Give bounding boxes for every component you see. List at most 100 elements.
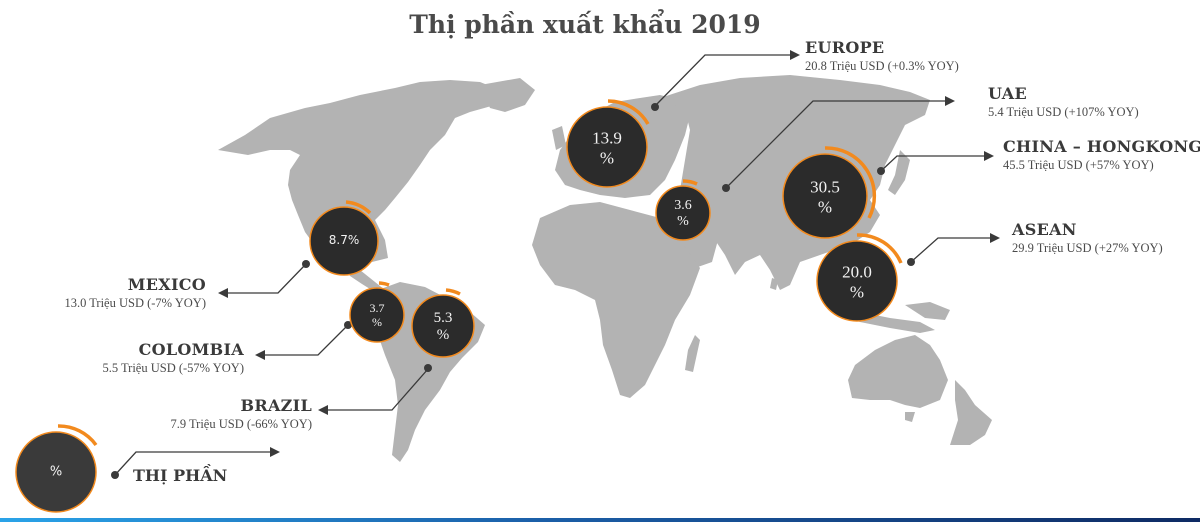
sri-lanka-shape: [770, 278, 778, 290]
uae-name: UAE: [988, 84, 1027, 103]
asean-bubble: [816, 240, 898, 322]
madagascar-shape: [685, 335, 700, 372]
uae-value: 5.4 Triệu USD (+107% YOY): [988, 105, 1139, 119]
greenland-shape: [480, 78, 535, 112]
legend-leader: [114, 451, 270, 476]
china-share-value: 30.5: [810, 177, 840, 197]
colombia-share-value: 3.7: [369, 301, 385, 316]
uae-dot: [722, 184, 730, 192]
europe-arrow: [790, 50, 800, 60]
brazil-bubble: [411, 294, 475, 358]
new-zealand-shape: [950, 380, 992, 445]
australia-shape: [848, 335, 948, 408]
europe-dot: [651, 103, 659, 111]
page-title: Thị phần xuất khẩu 2019: [409, 10, 761, 39]
legend-label: THỊ PHẦN: [133, 466, 228, 485]
china-bubble: [782, 153, 868, 239]
colombia-ring-arc: [378, 281, 390, 287]
brazil-share: 5.3 %: [434, 310, 453, 345]
europe-label: EUROPE 20.8 Triệu USD (+0.3% YOY): [805, 38, 959, 74]
uae-share: 3.6 %: [674, 198, 692, 230]
colombia-arrow: [255, 350, 265, 360]
uae-bubble: [655, 185, 711, 241]
china-label: CHINA – HONGKONG 45.5 Triệu USD (+57% YO…: [1003, 137, 1200, 173]
north-america-shape: [218, 80, 500, 268]
legend-dot: [111, 471, 119, 479]
japan-shape: [888, 150, 910, 195]
brazil-leader: [328, 368, 429, 411]
legend-bubble: [15, 431, 97, 513]
china-dot: [877, 167, 885, 175]
mexico-dot: [302, 260, 310, 268]
mexico-arrow: [218, 288, 228, 298]
uae-label: UAE 5.4 Triệu USD (+107% YOY): [988, 84, 1139, 120]
legend-symbol: %: [49, 464, 63, 480]
china-name: CHINA – HONGKONG: [1003, 137, 1200, 156]
asean-share: 20.0 %: [842, 262, 872, 301]
colombia-dot: [344, 321, 352, 329]
mexico-share: 8.7%: [328, 233, 360, 248]
europe-leader: [654, 54, 790, 107]
asean-ring-arc: [856, 233, 903, 264]
brazil-share-unit: %: [436, 327, 450, 343]
europe-value: 20.8 Triệu USD (+0.3% YOY): [805, 59, 959, 73]
asean-value: 29.9 Triệu USD (+27% YOY): [1012, 241, 1163, 255]
europe-bubble: [566, 106, 648, 188]
legend-arrow: [270, 447, 280, 457]
asean-share-unit: %: [849, 282, 865, 301]
uae-share-unit: %: [677, 214, 689, 229]
europe-share: 13.9 %: [592, 128, 622, 167]
colombia-name: COLOMBIA: [138, 340, 244, 359]
leader-arrowheads: [111, 50, 1000, 479]
europe-name: EUROPE: [805, 38, 885, 57]
asean-label: ASEAN 29.9 Triệu USD (+27% YOY): [1012, 220, 1163, 256]
uk-shape: [552, 126, 566, 150]
colombia-leader: [265, 324, 349, 356]
brazil-dot: [424, 364, 432, 372]
uae-share-value: 3.6: [674, 197, 692, 213]
brazil-value: 7.9 Triệu USD (-66% YOY): [170, 417, 312, 431]
colombia-value: 5.5 Triệu USD (-57% YOY): [102, 361, 244, 375]
mexico-share-value: 8.7%: [328, 233, 360, 248]
china-value: 45.5 Triệu USD (+57% YOY): [1003, 158, 1154, 172]
china-arrow: [984, 151, 994, 161]
colombia-share: 3.7 %: [369, 301, 385, 330]
asean-arrow: [990, 233, 1000, 243]
colombia-label: COLOMBIA 5.5 Triệu USD (-57% YOY): [102, 340, 244, 376]
brazil-arrow: [318, 405, 328, 415]
brazil-ring-arc: [445, 288, 461, 296]
uae-arrow: [945, 96, 955, 106]
colombia-share-unit: %: [372, 315, 382, 329]
legend-ring-arc: [57, 424, 98, 447]
bubbles: [15, 99, 903, 513]
new-guinea-shape: [905, 302, 950, 320]
colombia-bubble: [349, 287, 405, 343]
europe-share-value: 13.9: [592, 128, 622, 148]
mexico-value: 13.0 Triệu USD (-7% YOY): [64, 296, 206, 310]
brazil-name: BRAZIL: [240, 396, 312, 415]
europe-ring-arc: [607, 99, 650, 125]
mexico-leader: [228, 263, 307, 294]
leader-lines: [114, 54, 990, 476]
china-share-unit: %: [817, 197, 833, 216]
china-share: 30.5 %: [810, 177, 840, 216]
asean-share-value: 20.0: [842, 262, 872, 282]
mexico-name: MEXICO: [127, 275, 206, 294]
china-leader: [880, 155, 984, 172]
mexico-ring-arc: [345, 200, 372, 215]
asean-leader: [910, 237, 990, 263]
brazil-share-value: 5.3: [433, 309, 453, 326]
mexico-bubble: [309, 206, 379, 276]
asean-dot: [907, 258, 915, 266]
bottom-accent-bar: [0, 518, 1200, 522]
africa-shape: [532, 202, 700, 398]
uae-leader: [725, 100, 945, 189]
china-ring-arc: [824, 146, 877, 219]
uae-ring-arc: [682, 179, 698, 186]
asean-name: ASEAN: [1012, 220, 1077, 239]
mexico-label: MEXICO 13.0 Triệu USD (-7% YOY): [64, 275, 206, 311]
europe-share-unit: %: [599, 148, 615, 167]
tasmania-shape: [905, 412, 915, 422]
brazil-label: BRAZIL 7.9 Triệu USD (-66% YOY): [170, 396, 312, 432]
